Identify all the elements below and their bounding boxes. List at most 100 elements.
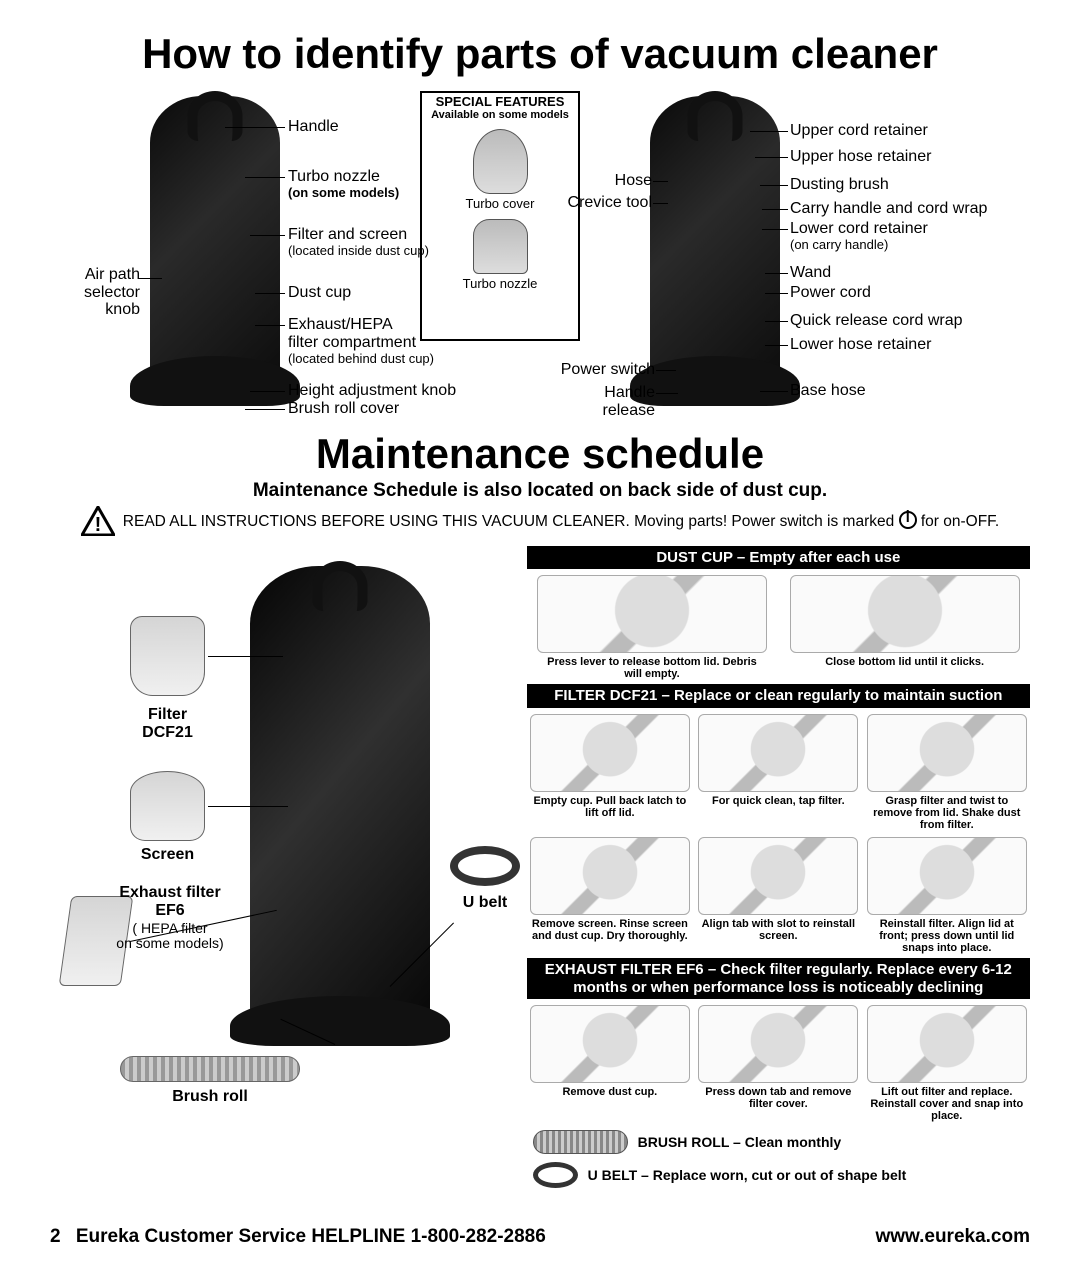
step-illustration: [530, 714, 690, 792]
step-illustration: [698, 837, 858, 915]
step-illustration: [867, 1005, 1027, 1083]
label-exhaust-ef6: Exhaust filterEF6: [105, 884, 235, 919]
label-handle: Handle: [288, 118, 339, 136]
helpline-text: Eureka Customer Service HELPLINE 1-800-2…: [76, 1226, 546, 1247]
label-dust-cup: Dust cup: [288, 284, 351, 302]
label-turbo-note: (on some models): [288, 186, 399, 200]
dustcup-step: Close bottom lid until it clicks.: [790, 575, 1020, 680]
step-caption: Align tab with slot to reinstall screen.: [698, 918, 858, 942]
turbo-cover-caption: Turbo cover: [426, 196, 574, 211]
screen-icon: [130, 771, 205, 841]
label-exhaust-ef6-sub: ( HEPA filteron some models): [105, 921, 235, 952]
step-caption: Close bottom lid until it clicks.: [790, 656, 1020, 668]
panel-ef6-body: Remove dust cup. Press down tab and remo…: [527, 999, 1030, 1126]
u-belt-icon: [450, 846, 520, 886]
page-number: 2: [50, 1226, 61, 1247]
step-caption: Reinstall filter. Align lid at front; pr…: [867, 918, 1027, 954]
panel-ef6-header: EXHAUST FILTER EF6 – Check filter regula…: [527, 958, 1030, 999]
step-caption: Remove dust cup.: [530, 1086, 690, 1098]
u-belt-text: U BELT – Replace worn, cut or out of sha…: [588, 1167, 907, 1183]
ef6-step: Lift out filter and replace. Reinstall c…: [867, 1005, 1027, 1122]
step-caption: Remove screen. Rinse screen and dust cup…: [530, 918, 690, 942]
ef6-step: Press down tab and remove filter cover.: [698, 1005, 858, 1122]
parts-diagram: Air pathselector knob Handle Turbo nozzl…: [50, 86, 1030, 426]
label-lower-cord: Lower cord retainer: [790, 220, 928, 238]
step-caption: Press down tab and remove filter cover.: [698, 1086, 858, 1110]
step-caption: For quick clean, tap filter.: [698, 795, 858, 807]
title-identify: How to identify parts of vacuum cleaner: [50, 30, 1030, 78]
label-exhaust-sub: (located behind dust cup): [288, 352, 434, 366]
warning-row: ! READ ALL INSTRUCTIONS BEFORE USING THI…: [50, 506, 1030, 536]
label-u-belt: U belt: [450, 894, 520, 912]
label-brush-cover: Brush roll cover: [288, 400, 399, 418]
turbo-nozzle-icon: [473, 219, 528, 274]
dcf21-step: Grasp filter and twist to remove from li…: [867, 714, 1027, 831]
panel-dustcup-header: DUST CUP – Empty after each use: [527, 546, 1030, 569]
page-footer: 2 Eureka Customer Service HELPLINE 1-800…: [50, 1226, 1030, 1248]
label-screen: Screen: [125, 846, 210, 864]
special-features-heading: SPECIAL FEATURES: [426, 95, 574, 109]
dcf21-step: Align tab with slot to reinstall screen.: [698, 837, 858, 954]
filter-dcf21-icon: [130, 616, 205, 696]
label-upper-cord: Upper cord retainer: [790, 122, 928, 140]
panel-dustcup-body: Press lever to release bottom lid. Debri…: [527, 569, 1030, 684]
step-illustration: [530, 837, 690, 915]
dcf21-step: Reinstall filter. Align lid at front; pr…: [867, 837, 1027, 954]
step-caption: Lift out filter and replace. Reinstall c…: [867, 1086, 1027, 1122]
warning-text: READ ALL INSTRUCTIONS BEFORE USING THIS …: [123, 511, 999, 531]
label-crevice: Crevice tool: [560, 194, 652, 212]
label-wand: Wand: [790, 264, 831, 282]
step-illustration: [698, 1005, 858, 1083]
u-belt-mini-icon: [533, 1162, 578, 1188]
vacuum-back-silhouette: [650, 96, 780, 406]
label-dusting-brush: Dusting brush: [790, 176, 889, 194]
panel-u-belt: U BELT – Replace worn, cut or out of sha…: [527, 1158, 1030, 1192]
label-quick-release: Quick release cord wrap: [790, 312, 963, 330]
step-illustration: [867, 837, 1027, 915]
label-handle-release: Handlerelease: [590, 384, 655, 419]
special-features-sub: Available on some models: [426, 109, 574, 121]
step-illustration: [867, 714, 1027, 792]
maintenance-subheading: Maintenance Schedule is also located on …: [50, 480, 1030, 502]
brush-roll-text: BRUSH ROLL – Clean monthly: [638, 1134, 842, 1150]
step-illustration: [530, 1005, 690, 1083]
ef6-step: Remove dust cup.: [530, 1005, 690, 1122]
label-filter-dcf21: FilterDCF21: [120, 706, 215, 741]
label-power-cord: Power cord: [790, 284, 871, 302]
parts-callout-diagram: FilterDCF21 Screen Exhaust filterEF6 ( H…: [50, 546, 515, 1146]
brush-roll-icon: [120, 1056, 300, 1082]
step-caption: Empty cup. Pull back latch to lift off l…: [530, 795, 690, 819]
label-lower-hose: Lower hose retainer: [790, 336, 931, 354]
vacuum-front-silhouette: [150, 96, 280, 406]
panel-brush-roll: BRUSH ROLL – Clean monthly: [527, 1126, 1030, 1158]
label-brush-roll: Brush roll: [145, 1088, 275, 1106]
dcf21-step: For quick clean, tap filter.: [698, 714, 858, 831]
label-turbo-nozzle: Turbo nozzle: [288, 168, 380, 186]
dustcup-step: Press lever to release bottom lid. Debri…: [537, 575, 767, 680]
dcf21-step: Empty cup. Pull back latch to lift off l…: [530, 714, 690, 831]
label-base-hose: Base hose: [790, 382, 866, 400]
turbo-nozzle-caption: Turbo nozzle: [426, 276, 574, 291]
label-lower-cord-sub: (on carry handle): [790, 238, 888, 252]
label-air-path: Air pathselector knob: [50, 266, 140, 319]
label-hose: Hose: [597, 172, 652, 190]
title-maintenance: Maintenance schedule: [50, 430, 1030, 478]
step-caption: Grasp filter and twist to remove from li…: [867, 795, 1027, 831]
label-height-knob: Height adjustment knob: [288, 382, 456, 400]
step-illustration: [537, 575, 767, 653]
label-filter-screen: Filter and screen: [288, 226, 407, 244]
website-url: www.eureka.com: [875, 1226, 1030, 1248]
brush-roll-mini-icon: [533, 1130, 628, 1154]
label-power-switch: Power switch: [555, 361, 655, 379]
label-filter-screen-sub: (located inside dust cup): [288, 244, 429, 258]
turbo-cover-icon: [473, 129, 528, 194]
label-carry-handle: Carry handle and cord wrap: [790, 200, 987, 218]
dcf21-step: Remove screen. Rinse screen and dust cup…: [530, 837, 690, 954]
maintenance-panels: DUST CUP – Empty after each use Press le…: [527, 546, 1030, 1146]
svg-text:!: !: [94, 514, 101, 536]
panel-dcf21-body: Empty cup. Pull back latch to lift off l…: [527, 708, 1030, 959]
warning-icon: !: [81, 506, 115, 536]
power-icon: [899, 511, 917, 529]
special-features-box: SPECIAL FEATURES Available on some model…: [420, 91, 580, 341]
step-illustration: [790, 575, 1020, 653]
